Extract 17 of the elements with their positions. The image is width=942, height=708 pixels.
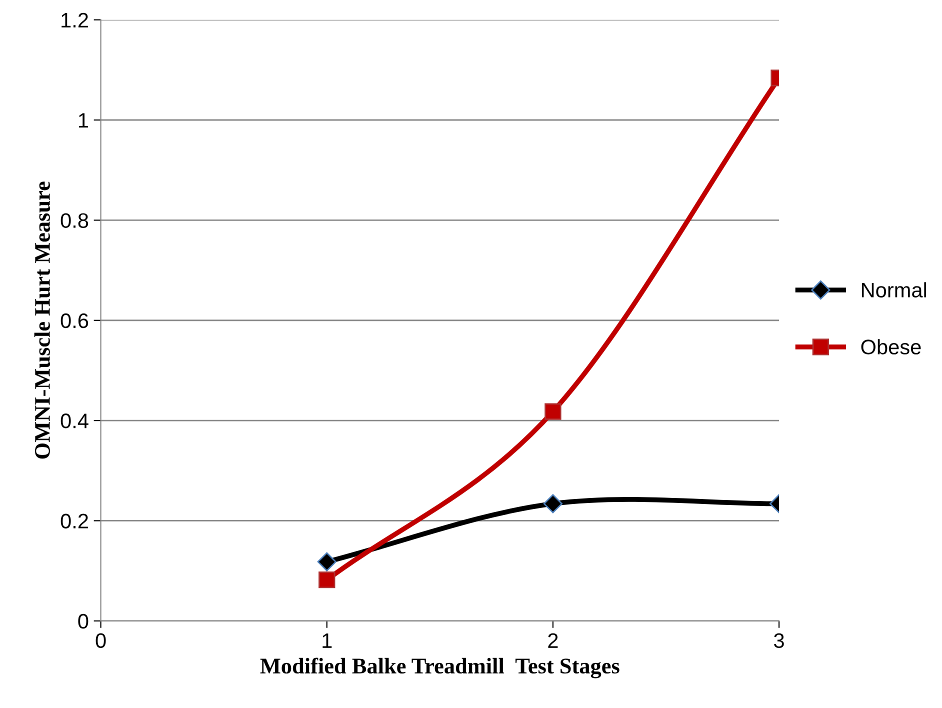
x-tick-label: 3 [774,633,784,648]
x-tick-label: 1 [322,633,332,648]
y-tick-label: 0 [78,614,88,629]
legend-label: Normal [862,282,926,298]
x-axis-title: Modified Balke Treadmill Test Stages [260,658,620,678]
x-tick-label: 0 [96,633,106,648]
y-tick-label: 0.4 [60,414,88,428]
point [318,572,336,588]
legend-label: Obese [861,339,921,354]
y-tick-label: 1.2 [62,12,88,28]
y-tick-label: 1 [78,113,88,128]
y-tick-label: 0.6 [60,313,88,328]
y-axis-title: OMNI-Muscle Hurt Measure [34,182,50,459]
x-tick-label: 2 [548,633,558,648]
point [317,552,336,572]
y-tick-label: 0.8 [60,213,88,228]
y-tick-label: 0.2 [60,514,88,528]
